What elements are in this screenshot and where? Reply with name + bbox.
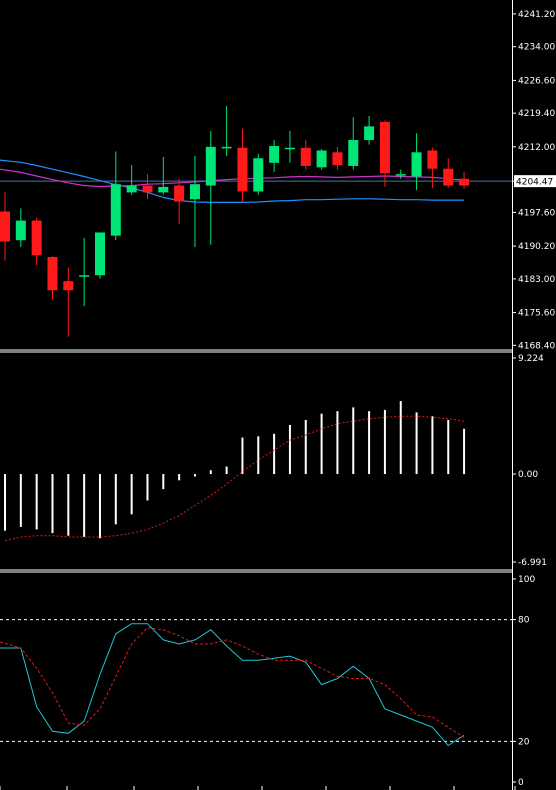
price-tick-label: 4226.60 bbox=[518, 76, 555, 86]
candle-body[interactable] bbox=[364, 126, 375, 141]
histogram-bar[interactable] bbox=[320, 413, 323, 475]
histogram-bar[interactable] bbox=[241, 437, 244, 475]
oscillator-tick-label: 9.224 bbox=[518, 354, 544, 364]
candle-body[interactable] bbox=[411, 152, 422, 177]
histogram-bar[interactable] bbox=[447, 419, 450, 475]
moving-average-slow bbox=[0, 159, 465, 203]
histogram-bar[interactable] bbox=[288, 424, 291, 475]
candle-body[interactable] bbox=[158, 186, 169, 193]
price-tick-label: 4219.40 bbox=[518, 109, 555, 119]
candle-body[interactable] bbox=[205, 146, 216, 186]
histogram-bar[interactable] bbox=[336, 411, 339, 475]
candle-body[interactable] bbox=[348, 140, 359, 166]
histogram-bar[interactable] bbox=[4, 474, 6, 531]
histogram-bar[interactable] bbox=[35, 474, 38, 530]
candle-body[interactable] bbox=[427, 150, 438, 169]
stochastic-tick-label: 0 bbox=[518, 778, 524, 788]
oscillator-signal-line bbox=[4, 415, 465, 542]
current-price-tag bbox=[514, 175, 556, 188]
stochastic-tick-label: 80 bbox=[518, 616, 530, 626]
price-axis: 4241.20 4234.00 4226.60 4219.40 4212.00 4197.… bbox=[512, 10, 556, 351]
price-tick-label: 4241.20 bbox=[518, 10, 555, 20]
stochastic-tick-label: 100 bbox=[518, 575, 535, 585]
histogram-bar[interactable] bbox=[431, 416, 434, 475]
candle-body[interactable] bbox=[126, 185, 137, 193]
histogram-bar[interactable] bbox=[368, 411, 371, 475]
price-tick-label: 4183.00 bbox=[518, 275, 555, 285]
histogram-bar[interactable] bbox=[193, 474, 196, 477]
stochastic-tick-label: 20 bbox=[518, 737, 530, 747]
candle-body[interactable] bbox=[332, 152, 343, 166]
price-tick-label: 4175.60 bbox=[518, 309, 555, 319]
oscillator-axis: 9.224 0.00 -6.991 bbox=[512, 354, 547, 568]
candle-body[interactable] bbox=[395, 174, 406, 176]
price-tick-label: 4197.60 bbox=[518, 208, 555, 218]
price-tick-label: 4168.40 bbox=[518, 341, 555, 351]
histogram-bar[interactable] bbox=[209, 470, 212, 475]
candle-body[interactable] bbox=[0, 211, 10, 242]
price-tick-label: 4234.00 bbox=[518, 43, 555, 53]
candle-body[interactable] bbox=[379, 121, 390, 174]
histogram-bar[interactable] bbox=[273, 433, 276, 475]
histogram-bar[interactable] bbox=[415, 412, 418, 475]
histogram-bar[interactable] bbox=[463, 428, 466, 475]
histogram-bar[interactable] bbox=[146, 474, 149, 501]
histogram-bar[interactable] bbox=[257, 436, 260, 475]
histogram-bar[interactable] bbox=[130, 474, 133, 515]
oscillator-panel[interactable] bbox=[4, 401, 466, 542]
candle-body[interactable] bbox=[47, 257, 58, 291]
candle-body[interactable] bbox=[253, 158, 264, 192]
histogram-bar[interactable] bbox=[98, 474, 101, 539]
histogram-bar[interactable] bbox=[67, 474, 70, 536]
candle-body[interactable] bbox=[237, 147, 248, 192]
candle-body[interactable] bbox=[142, 185, 153, 193]
histogram-bar[interactable] bbox=[162, 474, 165, 490]
candle-body[interactable] bbox=[63, 281, 74, 291]
current-price-label: 4204.47 bbox=[516, 178, 553, 188]
candle-body[interactable] bbox=[189, 184, 200, 200]
candle-body[interactable] bbox=[269, 145, 280, 163]
histogram-bar[interactable] bbox=[383, 409, 386, 475]
histogram-bar[interactable] bbox=[304, 419, 307, 475]
candle-body[interactable] bbox=[459, 178, 470, 186]
histogram-bar[interactable] bbox=[225, 466, 228, 475]
moving-average-fast bbox=[0, 168, 465, 188]
histogram-bar[interactable] bbox=[399, 401, 402, 475]
stochastic-axis: 100 80 20 0 bbox=[512, 575, 535, 788]
oscillator-tick-label: -6.991 bbox=[518, 558, 547, 568]
price-panel[interactable] bbox=[0, 105, 512, 337]
histogram-bar[interactable] bbox=[352, 407, 355, 475]
candle-body[interactable] bbox=[300, 147, 311, 166]
stochastic-signal-line bbox=[0, 627, 465, 738]
candle-body[interactable] bbox=[94, 232, 105, 276]
candle-body[interactable] bbox=[284, 147, 295, 150]
candle-body[interactable] bbox=[221, 146, 232, 149]
candle-body[interactable] bbox=[31, 220, 42, 256]
histogram-bar[interactable] bbox=[178, 474, 181, 481]
histogram-bar[interactable] bbox=[83, 474, 86, 537]
histogram-bar[interactable] bbox=[19, 474, 22, 527]
histogram-bar[interactable] bbox=[51, 474, 54, 534]
candle-body[interactable] bbox=[15, 220, 26, 241]
oscillator-tick-label: 0.00 bbox=[518, 470, 538, 480]
candle-body[interactable] bbox=[174, 185, 185, 202]
candle-body[interactable] bbox=[316, 150, 327, 168]
stochastic-main-line bbox=[0, 623, 465, 747]
candle-body[interactable] bbox=[110, 184, 121, 236]
price-tick-label: 4190.20 bbox=[518, 242, 555, 252]
price-tick-label: 4212.00 bbox=[518, 143, 555, 153]
histogram-bar[interactable] bbox=[114, 474, 117, 525]
stochastic-panel[interactable] bbox=[0, 619, 512, 747]
candle-body[interactable] bbox=[443, 168, 454, 186]
candle-body[interactable] bbox=[79, 275, 90, 277]
